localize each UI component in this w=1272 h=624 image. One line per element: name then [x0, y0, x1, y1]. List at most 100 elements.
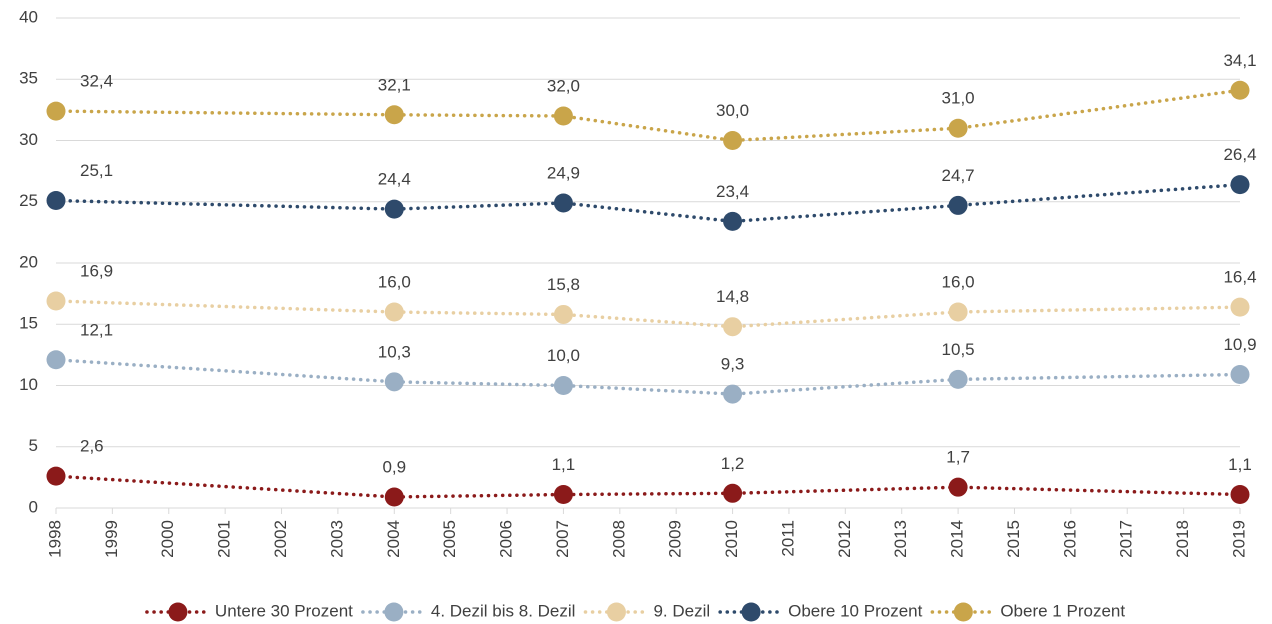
marker — [1230, 80, 1250, 100]
y-tick-label: 15 — [19, 314, 38, 333]
y-tick-label: 10 — [19, 375, 38, 394]
data-label: 24,4 — [378, 170, 411, 189]
legend-marker — [168, 602, 188, 622]
marker — [948, 302, 968, 322]
series-line — [54, 182, 1242, 224]
y-tick-label: 20 — [19, 252, 38, 271]
y-tick-label: 40 — [19, 7, 38, 26]
x-tick-label: 2016 — [1060, 520, 1079, 558]
marker — [1230, 297, 1250, 317]
marker — [384, 105, 404, 125]
x-tick-label: 2018 — [1173, 520, 1192, 558]
x-tick-label: 2012 — [835, 520, 854, 558]
legend-marker — [953, 602, 973, 622]
data-label: 2,6 — [80, 437, 104, 456]
legend-item: Obere 1 Prozent — [930, 601, 1125, 622]
data-label: 14,8 — [716, 287, 749, 306]
marker — [948, 195, 968, 215]
y-tick-label: 30 — [19, 130, 38, 149]
x-tick-label: 2006 — [497, 520, 516, 558]
x-tick-label: 2019 — [1229, 520, 1248, 558]
marker — [948, 369, 968, 389]
legend-item: Obere 10 Prozent — [718, 601, 923, 622]
marker — [1230, 364, 1250, 384]
legend: Untere 30 Prozent 4. Dezil bis 8. Dezil 9.… — [145, 601, 1125, 622]
data-label: 25,1 — [80, 161, 113, 180]
y-tick-label: 25 — [19, 191, 38, 210]
series-line — [54, 299, 1242, 329]
marker — [948, 477, 968, 497]
data-label: 16,9 — [80, 261, 113, 280]
data-label: 16,0 — [378, 272, 411, 291]
legend-label: 4. Dezil bis 8. Dezil — [431, 601, 576, 620]
marker — [553, 106, 573, 126]
data-label: 30,0 — [716, 101, 749, 120]
x-tick-label: 2014 — [948, 520, 967, 558]
data-label: 10,9 — [1223, 335, 1256, 354]
marker — [1230, 485, 1250, 505]
y-tick-label: 35 — [19, 69, 38, 88]
x-tick-label: 2005 — [440, 520, 459, 558]
legend-label: Obere 1 Prozent — [1000, 601, 1125, 620]
data-label: 10,3 — [378, 342, 411, 361]
data-label: 23,4 — [716, 182, 749, 201]
x-tick-label: 2013 — [891, 520, 910, 558]
y-tick-label: 0 — [29, 497, 38, 516]
data-label: 1,7 — [946, 448, 970, 467]
marker — [553, 304, 573, 324]
x-tick-label: 1999 — [102, 520, 121, 558]
legend-marker — [384, 602, 404, 622]
legend-marker — [741, 602, 761, 622]
marker — [46, 101, 66, 121]
x-tick-label: 2000 — [158, 520, 177, 558]
x-tick-label: 2015 — [1004, 520, 1023, 558]
legend-label: Obere 10 Prozent — [788, 601, 922, 620]
marker — [553, 485, 573, 505]
marker — [46, 191, 66, 211]
data-label: 24,7 — [942, 166, 975, 185]
marker — [46, 350, 66, 370]
marker — [723, 483, 743, 503]
marker — [384, 199, 404, 219]
legend-item: 9. Dezil — [583, 601, 710, 622]
data-label: 34,1 — [1223, 51, 1256, 70]
y-tick-label: 5 — [29, 436, 38, 455]
data-label: 15,8 — [547, 275, 580, 294]
marker — [46, 466, 66, 486]
marker — [723, 384, 743, 404]
data-label: 24,9 — [547, 163, 580, 182]
data-label: 16,4 — [1223, 268, 1256, 287]
marker — [723, 211, 743, 231]
x-tick-label: 2008 — [609, 520, 628, 558]
x-tick-label: 2011 — [778, 520, 797, 557]
marker — [384, 302, 404, 322]
x-tick-label: 1998 — [45, 520, 64, 558]
data-label: 31,0 — [942, 89, 975, 108]
data-label: 10,5 — [942, 340, 975, 359]
data-label: 12,1 — [80, 320, 113, 339]
series-line — [54, 358, 1242, 396]
x-tick-label: 2003 — [327, 520, 346, 558]
legend-item: 4. Dezil bis 8. Dezil — [361, 601, 576, 622]
marker — [553, 193, 573, 213]
data-label: 32,1 — [378, 75, 411, 94]
x-tick-label: 2010 — [722, 520, 741, 558]
marker — [46, 291, 66, 311]
marker — [723, 317, 743, 337]
marker — [384, 487, 404, 507]
marker — [553, 376, 573, 395]
x-tick-label: 2017 — [1117, 520, 1136, 558]
legend-item: Untere 30 Prozent — [145, 601, 353, 622]
marker — [723, 131, 743, 150]
data-label: 10,0 — [547, 346, 580, 365]
data-label: 32,4 — [80, 72, 113, 91]
data-label: 32,0 — [547, 76, 580, 95]
data-label: 0,9 — [382, 457, 406, 476]
series-line — [54, 474, 1242, 499]
x-tick-label: 2007 — [553, 520, 572, 558]
data-label: 9,3 — [721, 355, 745, 374]
data-label: 1,2 — [721, 454, 745, 473]
data-label: 16,0 — [942, 272, 975, 291]
data-label: 26,4 — [1223, 145, 1256, 164]
